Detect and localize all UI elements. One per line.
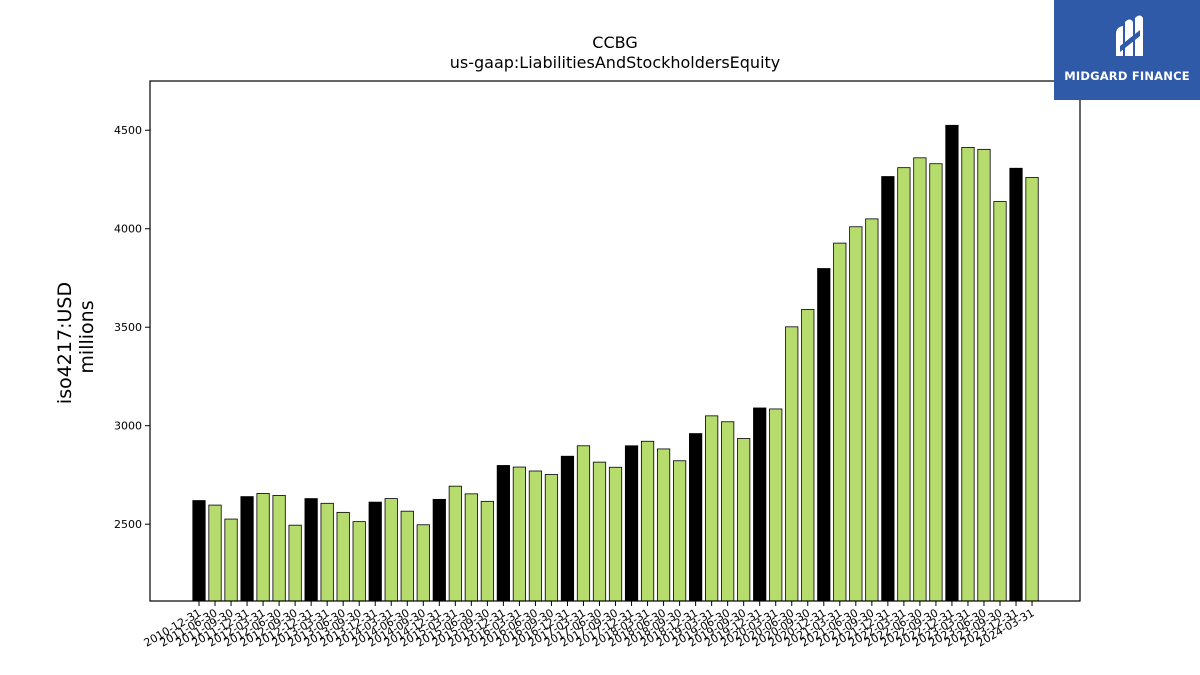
bar bbox=[480, 500, 494, 602]
y-axis-label: iso4217:USD bbox=[54, 282, 76, 404]
bar bbox=[288, 524, 302, 602]
bar bbox=[705, 415, 719, 602]
bar bbox=[544, 474, 559, 602]
bar bbox=[320, 502, 334, 602]
chart-title: CCBG bbox=[592, 33, 637, 52]
bar bbox=[448, 485, 462, 602]
bar bbox=[689, 433, 703, 602]
bar bbox=[865, 218, 879, 602]
logo-text: MIDGARD FINANCE bbox=[1064, 69, 1190, 83]
bars-group bbox=[192, 124, 1039, 602]
bar bbox=[961, 146, 975, 602]
bar bbox=[945, 124, 959, 602]
y-tick-label: 4500 bbox=[114, 124, 142, 137]
bar bbox=[993, 201, 1007, 602]
bar bbox=[673, 460, 687, 602]
bar bbox=[272, 495, 286, 602]
bar bbox=[1025, 177, 1039, 602]
bar bbox=[576, 445, 591, 602]
bar bbox=[416, 524, 430, 602]
bar bbox=[432, 498, 446, 602]
bar bbox=[881, 176, 895, 602]
bar bbox=[608, 466, 623, 602]
bar bbox=[400, 510, 414, 602]
bar bbox=[849, 226, 863, 602]
bar bbox=[224, 518, 238, 602]
bar bbox=[208, 504, 222, 602]
bar bbox=[464, 493, 478, 602]
bar bbox=[496, 465, 510, 602]
bar bbox=[240, 496, 254, 602]
bar bbox=[977, 148, 991, 602]
bar bbox=[817, 268, 831, 602]
bar bbox=[592, 461, 607, 602]
bar bbox=[640, 440, 655, 602]
bar bbox=[512, 466, 527, 602]
bar bbox=[833, 242, 847, 602]
bar bbox=[929, 163, 943, 602]
bar bbox=[528, 470, 543, 602]
logo-mark-icon bbox=[1116, 15, 1143, 56]
bar bbox=[1009, 167, 1023, 602]
bar bbox=[737, 438, 751, 602]
y-tick-label: 2500 bbox=[114, 518, 142, 531]
bar bbox=[192, 500, 206, 602]
y-axis-unit-label: millions bbox=[76, 300, 98, 373]
bar bbox=[721, 421, 735, 602]
bar bbox=[384, 498, 398, 602]
bar bbox=[352, 521, 366, 602]
bar bbox=[897, 167, 911, 602]
y-tick-label: 3500 bbox=[114, 321, 142, 334]
bar bbox=[336, 511, 350, 602]
bar bbox=[769, 408, 783, 602]
bar bbox=[785, 326, 799, 602]
bar bbox=[913, 157, 927, 602]
bar bbox=[624, 445, 639, 602]
y-tick-label: 4000 bbox=[114, 223, 142, 236]
bar bbox=[560, 455, 575, 602]
bar bbox=[304, 498, 318, 602]
bar bbox=[753, 407, 767, 602]
bar bbox=[256, 493, 270, 602]
x-axis: 2010-12-312011-06-302011-09-302011-12-31… bbox=[142, 601, 1037, 650]
bar bbox=[656, 448, 671, 602]
y-axis: 2500 3000 3500 4000 4500 bbox=[114, 124, 150, 531]
midgard-finance-logo: MIDGARD FINANCE bbox=[1054, 0, 1200, 100]
bar bbox=[368, 501, 382, 602]
y-tick-label: 3000 bbox=[114, 420, 142, 433]
bar bbox=[801, 309, 815, 602]
chart-subtitle: us-gaap:LiabilitiesAndStockholdersEquity bbox=[450, 53, 781, 72]
plot-frame bbox=[149, 80, 1081, 602]
